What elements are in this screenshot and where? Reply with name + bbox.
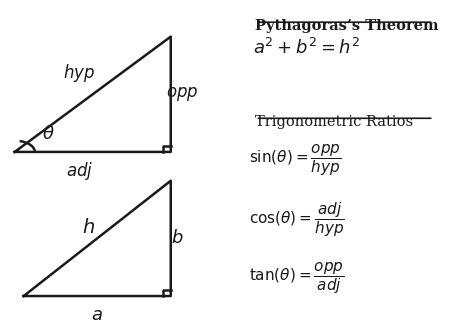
Text: $adj$: $adj$ bbox=[66, 160, 93, 182]
Text: $\tan(\theta) = \dfrac{opp}{adj}$: $\tan(\theta) = \dfrac{opp}{adj}$ bbox=[249, 261, 345, 296]
Text: Pythagoras’s Theorem: Pythagoras’s Theorem bbox=[255, 19, 439, 33]
Text: $\sin(\theta) = \dfrac{opp}{hyp}$: $\sin(\theta) = \dfrac{opp}{hyp}$ bbox=[249, 142, 341, 178]
Text: $a$: $a$ bbox=[91, 306, 103, 324]
Text: $\cos(\theta) = \dfrac{adj}{hyp}$: $\cos(\theta) = \dfrac{adj}{hyp}$ bbox=[249, 200, 345, 239]
Text: $b$: $b$ bbox=[171, 229, 184, 248]
Text: $h$: $h$ bbox=[82, 218, 95, 237]
Text: $a^2 + b^2 = h^2$: $a^2 + b^2 = h^2$ bbox=[253, 38, 361, 58]
Text: Trigonometric Ratios: Trigonometric Ratios bbox=[255, 115, 413, 129]
Text: $hyp$: $hyp$ bbox=[64, 62, 95, 84]
Text: $\theta$: $\theta$ bbox=[42, 125, 55, 143]
Text: $opp$: $opp$ bbox=[165, 85, 198, 103]
